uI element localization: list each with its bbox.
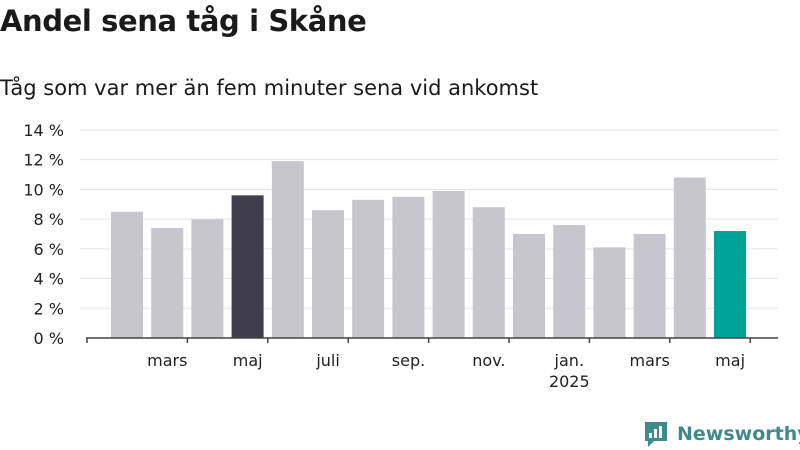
x-tick-label: jan. [554, 351, 584, 370]
y-axis-labels: 0 % 2 % 4 % 6 % 8 % 10 % 12 % 14 % [23, 121, 64, 348]
x-tick-label: mars [147, 351, 187, 370]
bar [392, 196, 425, 338]
y-tick-label: 10 % [23, 180, 64, 199]
y-tick-label: 2 % [34, 299, 64, 318]
bar [111, 211, 143, 338]
bar [191, 219, 224, 338]
bar [513, 233, 545, 338]
bar [673, 177, 706, 338]
x-axis [86, 337, 778, 343]
x-tick-label: mars [630, 351, 670, 370]
newsworthy-logo-label: Newsworthy [677, 423, 800, 445]
x-tick-label: sep. [392, 351, 425, 370]
x-tick-label: maj [233, 351, 263, 370]
x-axis-labels: mars maj juli sep. nov. jan. 2025 mars maj [147, 351, 745, 391]
bar [151, 228, 184, 338]
x-tick-sublabel: 2025 [549, 372, 590, 391]
bar [352, 199, 385, 338]
x-tick-label: nov. [472, 351, 505, 370]
y-tick-label: 12 % [23, 151, 64, 170]
y-tick-label: 0 % [34, 329, 64, 348]
chart-title: Andel sena tåg i Skåne [0, 4, 367, 38]
bars [111, 161, 746, 338]
y-tick-label: 6 % [34, 240, 64, 259]
newsworthy-logo-icon [645, 422, 667, 447]
gridlines [80, 129, 778, 309]
newsworthy-logo: Newsworthy [643, 419, 800, 449]
bar [553, 225, 586, 338]
x-tick-label: maj [715, 351, 745, 370]
x-tick-label: juli [315, 351, 339, 370]
bar [714, 231, 746, 338]
bar [432, 190, 465, 338]
bar [593, 247, 626, 338]
y-tick-label: 14 % [23, 121, 64, 140]
bar [633, 233, 666, 338]
bar [231, 195, 264, 338]
y-tick-label: 4 % [34, 270, 64, 289]
bar [472, 207, 505, 338]
y-tick-label: 8 % [34, 210, 64, 229]
bar [312, 210, 344, 338]
chart-subtitle: Tåg som var mer än fem minuter sena vid … [0, 76, 539, 100]
bar [271, 161, 304, 338]
bar-chart: 0 % 2 % 4 % 6 % 8 % 10 % 12 % 14 % mars maj juli s… [23, 121, 778, 391]
